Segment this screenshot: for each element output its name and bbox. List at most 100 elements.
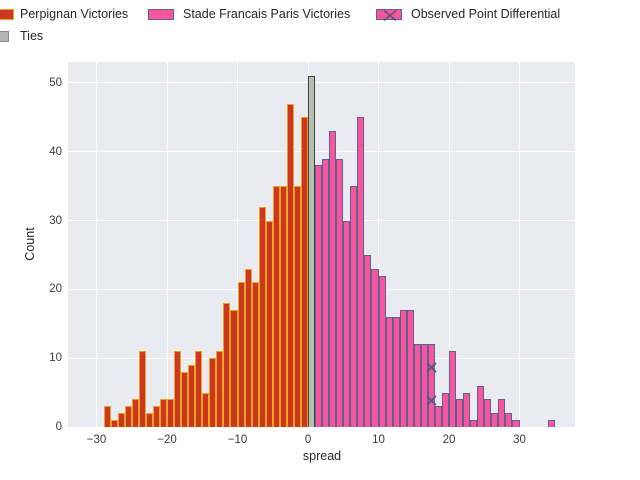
- histogram-bar-perpignan-victories: [188, 365, 196, 427]
- histogram-bar-perpignan-victories: [131, 399, 139, 427]
- histogram-bar-perpignan-victories: [202, 392, 210, 427]
- gridline-vertical: [237, 62, 239, 427]
- histogram-bar-perpignan-victories: [286, 103, 294, 427]
- histogram-bar-stade-francais-paris-victories: [350, 186, 358, 427]
- histogram-bar-perpignan-victories: [209, 358, 217, 427]
- histogram-bar-perpignan-victories: [181, 371, 189, 427]
- legend-item-ties: Ties: [0, 29, 80, 45]
- legend-item-observed: Observed Point Differential: [376, 7, 640, 23]
- histogram-bar-perpignan-victories: [223, 303, 231, 427]
- histogram-bar-stade-francais-paris-victories: [470, 420, 478, 427]
- histogram-bar-stade-francais-paris-victories: [456, 399, 464, 427]
- histogram-bar-stade-francais-paris-victories: [315, 165, 323, 427]
- histogram-bar-stade-francais-paris-victories: [498, 399, 506, 427]
- histogram-bar-stade-francais-paris-victories: [449, 351, 457, 427]
- x-tick-label: −20: [157, 434, 177, 446]
- histogram-bar-perpignan-victories: [258, 206, 266, 427]
- histogram-bar-stade-francais-paris-victories: [336, 158, 344, 427]
- histogram-bar-perpignan-victories: [174, 351, 182, 427]
- legend-item-stade: Stade Francais Paris Victories: [148, 7, 368, 23]
- histogram-bar-stade-francais-paris-victories: [434, 406, 442, 427]
- histogram-bar-stade-francais-paris-victories: [547, 420, 555, 427]
- histogram-bar-stade-francais-paris-victories: [329, 131, 337, 427]
- y-tick-label: 50: [49, 76, 62, 89]
- y-axis-label: Count: [23, 227, 37, 261]
- plot-area: [68, 62, 575, 427]
- gridline-vertical: [448, 62, 450, 427]
- stade-swatch-icon: [148, 9, 174, 20]
- gridline-vertical: [378, 62, 380, 427]
- histogram-bar-perpignan-victories: [159, 399, 168, 427]
- histogram-bar-perpignan-victories: [251, 282, 259, 427]
- histogram-bar-perpignan-victories: [300, 117, 309, 427]
- histogram-bar-stade-francais-paris-victories: [484, 399, 492, 427]
- histogram-bar-stade-francais-paris-victories: [441, 392, 450, 427]
- histogram-bar-stade-francais-paris-victories: [385, 316, 393, 427]
- histogram-bar-stade-francais-paris-victories: [343, 220, 351, 427]
- histogram-bar-stade-francais-paris-victories: [399, 310, 407, 427]
- histogram-bar-stade-francais-paris-victories: [371, 268, 379, 427]
- observed-point-marker: [426, 360, 437, 373]
- histogram-bar-perpignan-victories: [152, 406, 160, 427]
- histogram-bar-stade-francais-paris-victories: [420, 344, 428, 427]
- y-tick-label: 30: [49, 214, 62, 227]
- histogram-bar-stade-francais-paris-victories: [392, 316, 400, 427]
- histogram-bar-perpignan-victories: [138, 351, 146, 427]
- gridline-vertical: [166, 62, 168, 427]
- histogram-bar-stade-francais-paris-victories: [406, 310, 414, 427]
- legend-item-perpignan: Perpignan Victories: [0, 7, 145, 23]
- legend-label-ties: Ties: [20, 29, 44, 43]
- histogram-bar-perpignan-victories: [195, 351, 203, 427]
- y-tick-label: 10: [49, 352, 62, 365]
- histogram-bar-stade-francais-paris-victories: [477, 385, 485, 427]
- perpignan-swatch-icon: [0, 9, 14, 20]
- y-tick-label: 20: [49, 283, 62, 296]
- legend-label-stade: Stade Francais Paris Victories: [183, 7, 351, 21]
- histogram-bar-stade-francais-paris-victories: [378, 275, 386, 427]
- observed-x-glyph: [383, 10, 397, 21]
- x-tick-label: −10: [227, 434, 248, 446]
- histogram-bar-perpignan-victories: [244, 268, 252, 427]
- ties-swatch-icon: [0, 31, 9, 42]
- gridline-horizontal: [68, 151, 575, 153]
- gridline-horizontal: [68, 82, 575, 84]
- histogram-bar-stade-francais-paris-victories: [357, 117, 365, 427]
- histogram-bar-stade-francais-paris-victories: [463, 392, 471, 427]
- x-tick-label: 0: [304, 434, 312, 446]
- x-tick-label: 20: [442, 434, 456, 446]
- y-tick-label: 0: [55, 421, 62, 433]
- y-tick-label: 40: [49, 145, 62, 158]
- histogram-bar-perpignan-victories: [145, 413, 153, 427]
- histogram-bar-stade-francais-paris-victories: [427, 344, 435, 427]
- gridline-vertical: [96, 62, 98, 427]
- x-tick-label: −30: [86, 434, 107, 446]
- gridline-vertical: [519, 62, 521, 427]
- histogram-bar-perpignan-victories: [272, 186, 280, 427]
- histogram-bar-perpignan-victories: [110, 420, 118, 427]
- histogram-bar-stade-francais-paris-victories: [322, 158, 330, 427]
- histogram-bar-perpignan-victories: [216, 351, 224, 427]
- histogram-bar-stade-francais-paris-victories: [512, 420, 520, 427]
- histogram-bar-perpignan-victories: [124, 406, 132, 427]
- x-tick-label: 30: [513, 434, 526, 446]
- histogram-bar-stade-francais-paris-victories: [413, 344, 421, 427]
- histogram-bar-perpignan-victories: [230, 310, 238, 427]
- histogram-bar-perpignan-victories: [265, 220, 273, 427]
- legend-label-perpignan: Perpignan Victories: [20, 7, 129, 21]
- histogram-bar-perpignan-victories: [117, 413, 125, 427]
- histogram-bar-perpignan-victories: [237, 282, 245, 427]
- legend-label-observed: Observed Point Differential: [411, 7, 561, 21]
- histogram-bar-perpignan-victories: [167, 399, 175, 427]
- observed-point-marker: [426, 393, 437, 406]
- histogram-bar-perpignan-victories: [103, 406, 111, 427]
- histogram-bar-stade-francais-paris-victories: [491, 413, 499, 427]
- histogram-bar-ties: [308, 76, 316, 427]
- histogram-bar-perpignan-victories: [279, 186, 287, 427]
- observed-swatch-icon: [376, 9, 402, 21]
- histogram-bar-stade-francais-paris-victories: [364, 254, 372, 427]
- x-axis-label: spread: [302, 449, 342, 463]
- histogram-bar-perpignan-victories: [293, 186, 301, 427]
- histogram-bar-stade-francais-paris-victories: [505, 413, 513, 427]
- x-tick-label: 10: [372, 434, 385, 446]
